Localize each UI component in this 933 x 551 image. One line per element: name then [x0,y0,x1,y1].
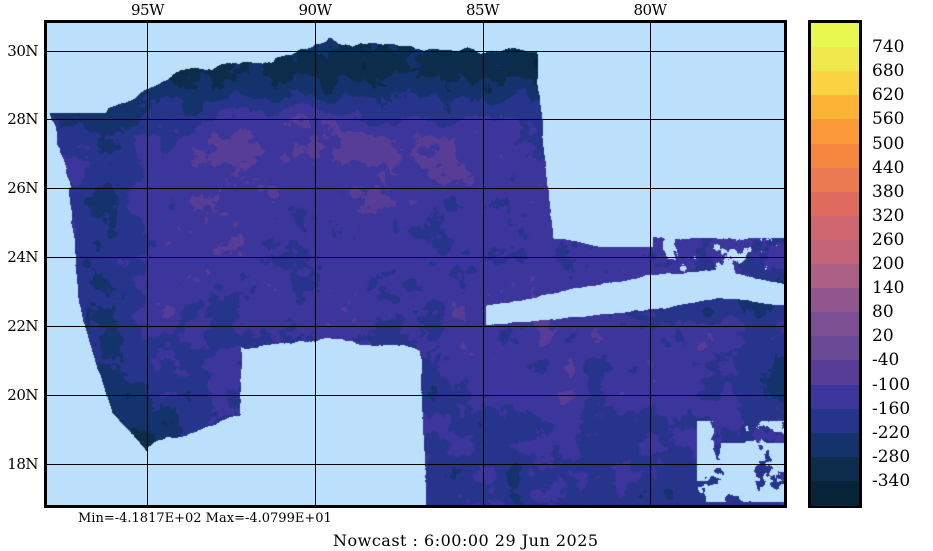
colorbar-label-0: 740 [872,37,905,58]
colorbar-band-10 [811,264,859,289]
latitude-label-24n: 24N [7,248,38,267]
colorbar-label-7: 320 [872,205,905,226]
colorbar-label-15: -160 [872,398,911,419]
gridline-lon-90w [315,23,316,505]
colorbar-band-11 [811,288,859,313]
colorbar-label-6: 380 [872,181,905,202]
colorbar-band-13 [811,336,859,361]
colorbar-label-17: -280 [872,446,911,467]
colorbar-band-6 [811,167,859,193]
scalar-field-raster [47,23,784,505]
colorbar-band-1 [811,47,859,72]
colorbar-band-17 [811,432,859,458]
longitude-label-90w: 90W [298,1,332,19]
colorbar-band-12 [811,312,859,337]
gridline-lat-22n [47,326,784,327]
latitude-label-18n: 18N [7,454,38,473]
gridline-lat-24n [47,257,784,258]
colorbar-label-1: 680 [872,61,905,82]
colorbar-label-10: 140 [872,278,905,299]
colorbar[interactable] [808,20,862,508]
colorbar-band-3 [811,95,859,120]
colorbar-band-2 [811,71,859,96]
colorbar-band-18 [811,456,859,482]
gridline-lat-30n [47,51,784,52]
latitude-label-20n: 20N [7,385,38,404]
colorbar-band-16 [811,408,859,434]
colorbar-band-5 [811,143,859,169]
colorbar-label-16: -220 [872,422,911,443]
colorbar-label-13: -40 [872,350,900,371]
gridline-lon-80w [650,23,651,505]
latitude-label-28n: 28N [7,110,38,129]
gridline-lat-18n [47,464,784,465]
colorbar-label-18: -340 [872,470,911,491]
latitude-label-22n: 22N [7,316,38,335]
colorbar-label-11: 80 [872,302,894,323]
min-max-readout: Min=-4.1817E+02 Max=-4.0799E+01 [78,511,332,526]
colorbar-band-7 [811,191,859,217]
colorbar-band-0 [811,23,859,48]
colorbar-band-15 [811,384,859,410]
colorbar-band-14 [811,360,859,386]
gridline-lon-85w [483,23,484,505]
colorbar-label-14: -100 [872,374,911,395]
longitude-label-80w: 80W [633,1,667,19]
longitude-label-85w: 85W [465,1,500,19]
longitude-label-95w: 95W [130,1,165,19]
gridline-lat-28n [47,119,784,120]
colorbar-label-2: 620 [872,85,905,106]
latitude-label-26n: 26N [7,179,38,198]
latitude-label-30n: 30N [7,41,38,60]
gridline-lat-26n [47,188,784,189]
colorbar-band-8 [811,215,859,241]
gridline-lat-20n [47,395,784,396]
colorbar-label-12: 20 [872,326,894,347]
nowcast-caption: Nowcast : 6:00:00 29 Jun 2025 [333,531,599,550]
colorbar-label-5: 440 [872,157,905,178]
colorbar-band-19 [811,480,859,506]
map-plot-area[interactable] [44,20,787,508]
colorbar-label-3: 560 [872,109,905,130]
colorbar-label-8: 260 [872,229,905,250]
colorbar-band-9 [811,239,859,265]
colorbar-label-4: 500 [872,133,905,154]
gridline-lon-95w [147,23,148,505]
colorbar-label-9: 200 [872,254,905,274]
colorbar-band-4 [811,119,859,145]
